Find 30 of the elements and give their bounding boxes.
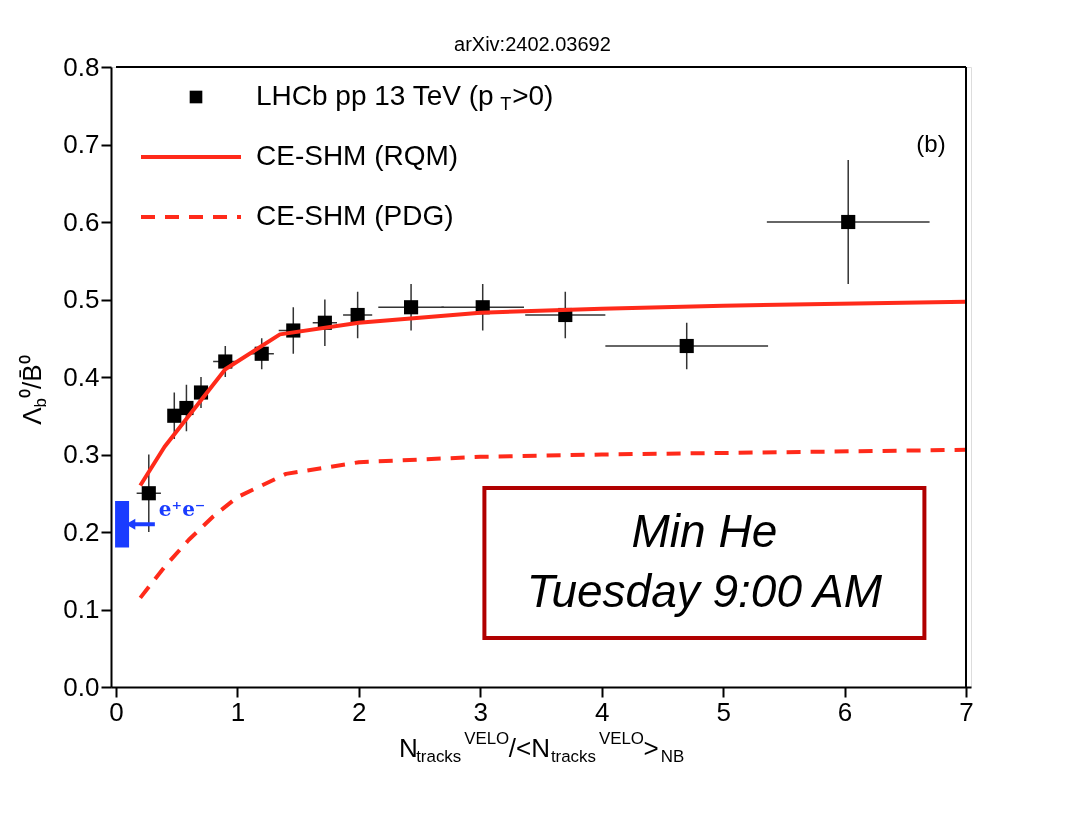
y-tick-label: 0.0 bbox=[63, 671, 100, 702]
y-tick-label: 0.7 bbox=[63, 129, 100, 159]
text: arXiv:2402.03692 bbox=[454, 33, 611, 55]
point bbox=[350, 307, 365, 323]
legend-label: CE-SHM (RQM) bbox=[256, 140, 459, 171]
y-tick-label: 0.4 bbox=[63, 361, 100, 392]
x-tick-label: 7 bbox=[959, 696, 974, 727]
annotation: (b) bbox=[916, 130, 946, 157]
point bbox=[141, 486, 156, 501]
y-tick-label: 0.3 bbox=[63, 439, 100, 469]
y-tick-label: 0.6 bbox=[63, 206, 100, 237]
point bbox=[679, 338, 694, 354]
x-tick-label: 3 bbox=[473, 696, 489, 727]
point bbox=[167, 408, 182, 423]
x-tick-label: 6 bbox=[837, 696, 853, 727]
x-tick-label: 0 bbox=[109, 696, 124, 727]
y-tick-label: 0.2 bbox=[63, 516, 100, 547]
x-tick-label: 1 bbox=[230, 696, 246, 727]
annotation: Min He Tuesday 9:00 AM bbox=[526, 505, 883, 617]
y-tick-label: 0.8 bbox=[63, 51, 100, 82]
x-tick-label: 2 bbox=[352, 696, 367, 727]
x-tick-label: 4 bbox=[594, 696, 610, 727]
y-axis-title: Λb⁰/B̄⁰ bbox=[17, 355, 50, 425]
y-tick-label: 0.5 bbox=[63, 284, 100, 314]
x-tick-label: 5 bbox=[716, 696, 731, 727]
annotation: e⁺e⁻ bbox=[158, 497, 206, 522]
point bbox=[404, 300, 419, 315]
legend-label: CE-SHM (PDG) bbox=[256, 200, 454, 231]
point bbox=[841, 214, 856, 230]
y-tick-label: 0.1 bbox=[63, 594, 100, 624]
